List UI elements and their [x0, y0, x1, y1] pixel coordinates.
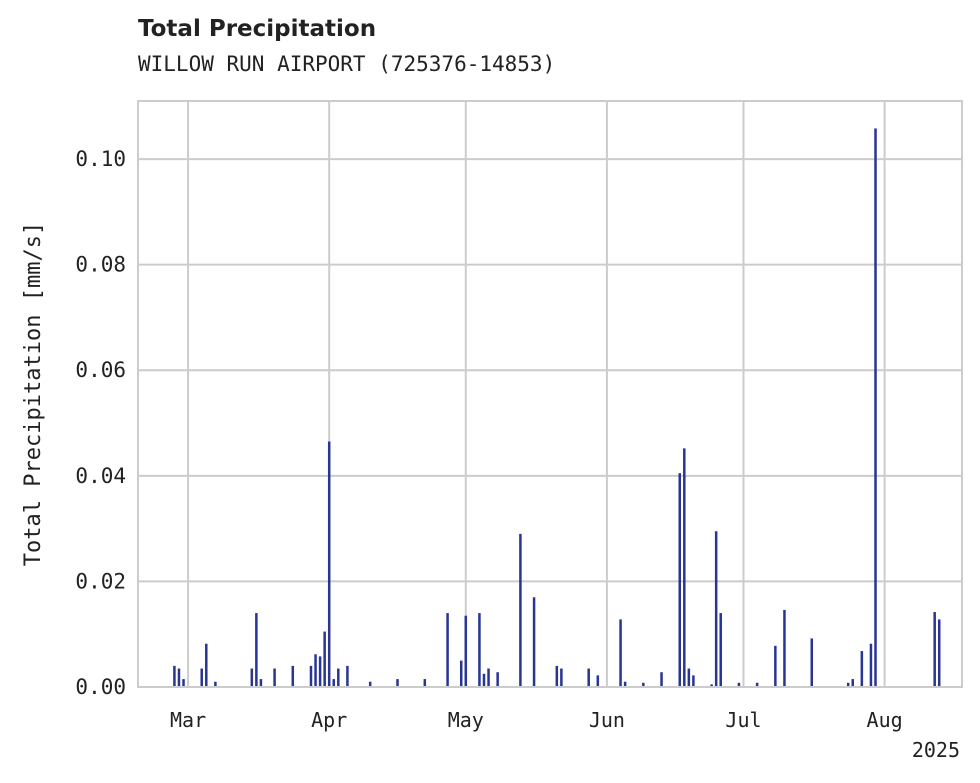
precip-bar [846, 682, 850, 687]
precip-bar [423, 679, 427, 687]
precip-bar [678, 473, 681, 687]
precip-bar [851, 679, 854, 687]
precip-bar [259, 679, 263, 687]
precip-bar [250, 668, 254, 687]
precip-bar [337, 668, 340, 687]
precip-bar [619, 619, 622, 687]
precip-bar [687, 668, 691, 687]
chart-subtitle: WILLOW RUN AIRPORT (725376-14853) [138, 52, 556, 76]
precip-bar [200, 668, 203, 687]
bar-series [173, 128, 941, 687]
precip-bar [714, 531, 718, 687]
y-axis-label: Total Precipitation [mm/s] [21, 222, 46, 566]
precip-bar [783, 609, 786, 687]
precip-bar [323, 631, 326, 687]
y-tick-label: 0.08 [75, 253, 126, 277]
precip-bar [869, 643, 873, 687]
precip-bar [774, 645, 777, 687]
precip-bar [532, 597, 536, 687]
precip-bar [692, 675, 695, 687]
precip-bar [273, 668, 276, 687]
x-tick-label: May [448, 708, 484, 732]
y-tick-label: 0.10 [75, 147, 126, 171]
x-axis-ticks: Mar Apr May Jun Jul Aug [170, 708, 903, 732]
precip-bar [459, 660, 463, 687]
precip-bar [487, 668, 490, 687]
precip-bar [496, 672, 499, 687]
precip-bar [755, 682, 759, 687]
y-axis-ticks: 0.00 0.02 0.04 0.06 0.08 0.10 [75, 147, 126, 699]
y-tick-label: 0.06 [75, 358, 126, 382]
precip-bar [173, 665, 176, 687]
precip-bar [478, 613, 481, 687]
precip-bar [482, 673, 486, 687]
precip-bar [182, 679, 185, 687]
precip-bar [587, 668, 590, 687]
precip-bar [314, 654, 317, 687]
precip-bar [464, 615, 468, 687]
x-tick-label: Jun [589, 708, 625, 732]
precip-bar [255, 613, 258, 687]
plot-frame [137, 100, 963, 688]
precip-bar [933, 612, 936, 687]
precip-bar [860, 651, 864, 687]
precip-bar [318, 656, 322, 687]
precip-bar [205, 643, 208, 687]
precip-bar [710, 684, 713, 687]
precip-bar [642, 682, 645, 687]
precip-bar [623, 681, 627, 687]
precip-bar [660, 672, 663, 687]
precip-bar [719, 613, 722, 687]
precip-bar [396, 679, 399, 687]
precip-bar [214, 681, 217, 687]
precip-bar [346, 665, 349, 687]
x-tick-label: Aug [867, 708, 903, 732]
y-tick-label: 0.00 [75, 675, 126, 699]
x-tick-label: Mar [170, 708, 206, 732]
precip-bar [291, 665, 295, 687]
x-tick-label: Apr [311, 708, 347, 732]
precip-bar [937, 619, 941, 687]
precip-bar [446, 613, 449, 687]
precip-bar [177, 668, 181, 687]
precip-bar [683, 448, 686, 687]
y-tick-label: 0.02 [75, 569, 126, 593]
precip-bar [737, 682, 741, 687]
precip-bar [309, 665, 313, 687]
grid-lines [138, 101, 962, 688]
precip-bar [368, 681, 372, 687]
precip-bar [332, 679, 336, 687]
precip-bar [560, 668, 563, 687]
precip-bar [555, 665, 559, 687]
x-tick-label: Jul [725, 708, 761, 732]
x-axis-year-label: 2025 [912, 738, 960, 762]
precip-bar [596, 675, 600, 687]
precip-bar [519, 533, 522, 687]
precip-bar [874, 128, 877, 687]
precip-bar [810, 638, 814, 687]
y-tick-label: 0.04 [75, 464, 126, 488]
chart-title: Total Precipitation [138, 16, 377, 42]
precip-bar [327, 441, 331, 687]
